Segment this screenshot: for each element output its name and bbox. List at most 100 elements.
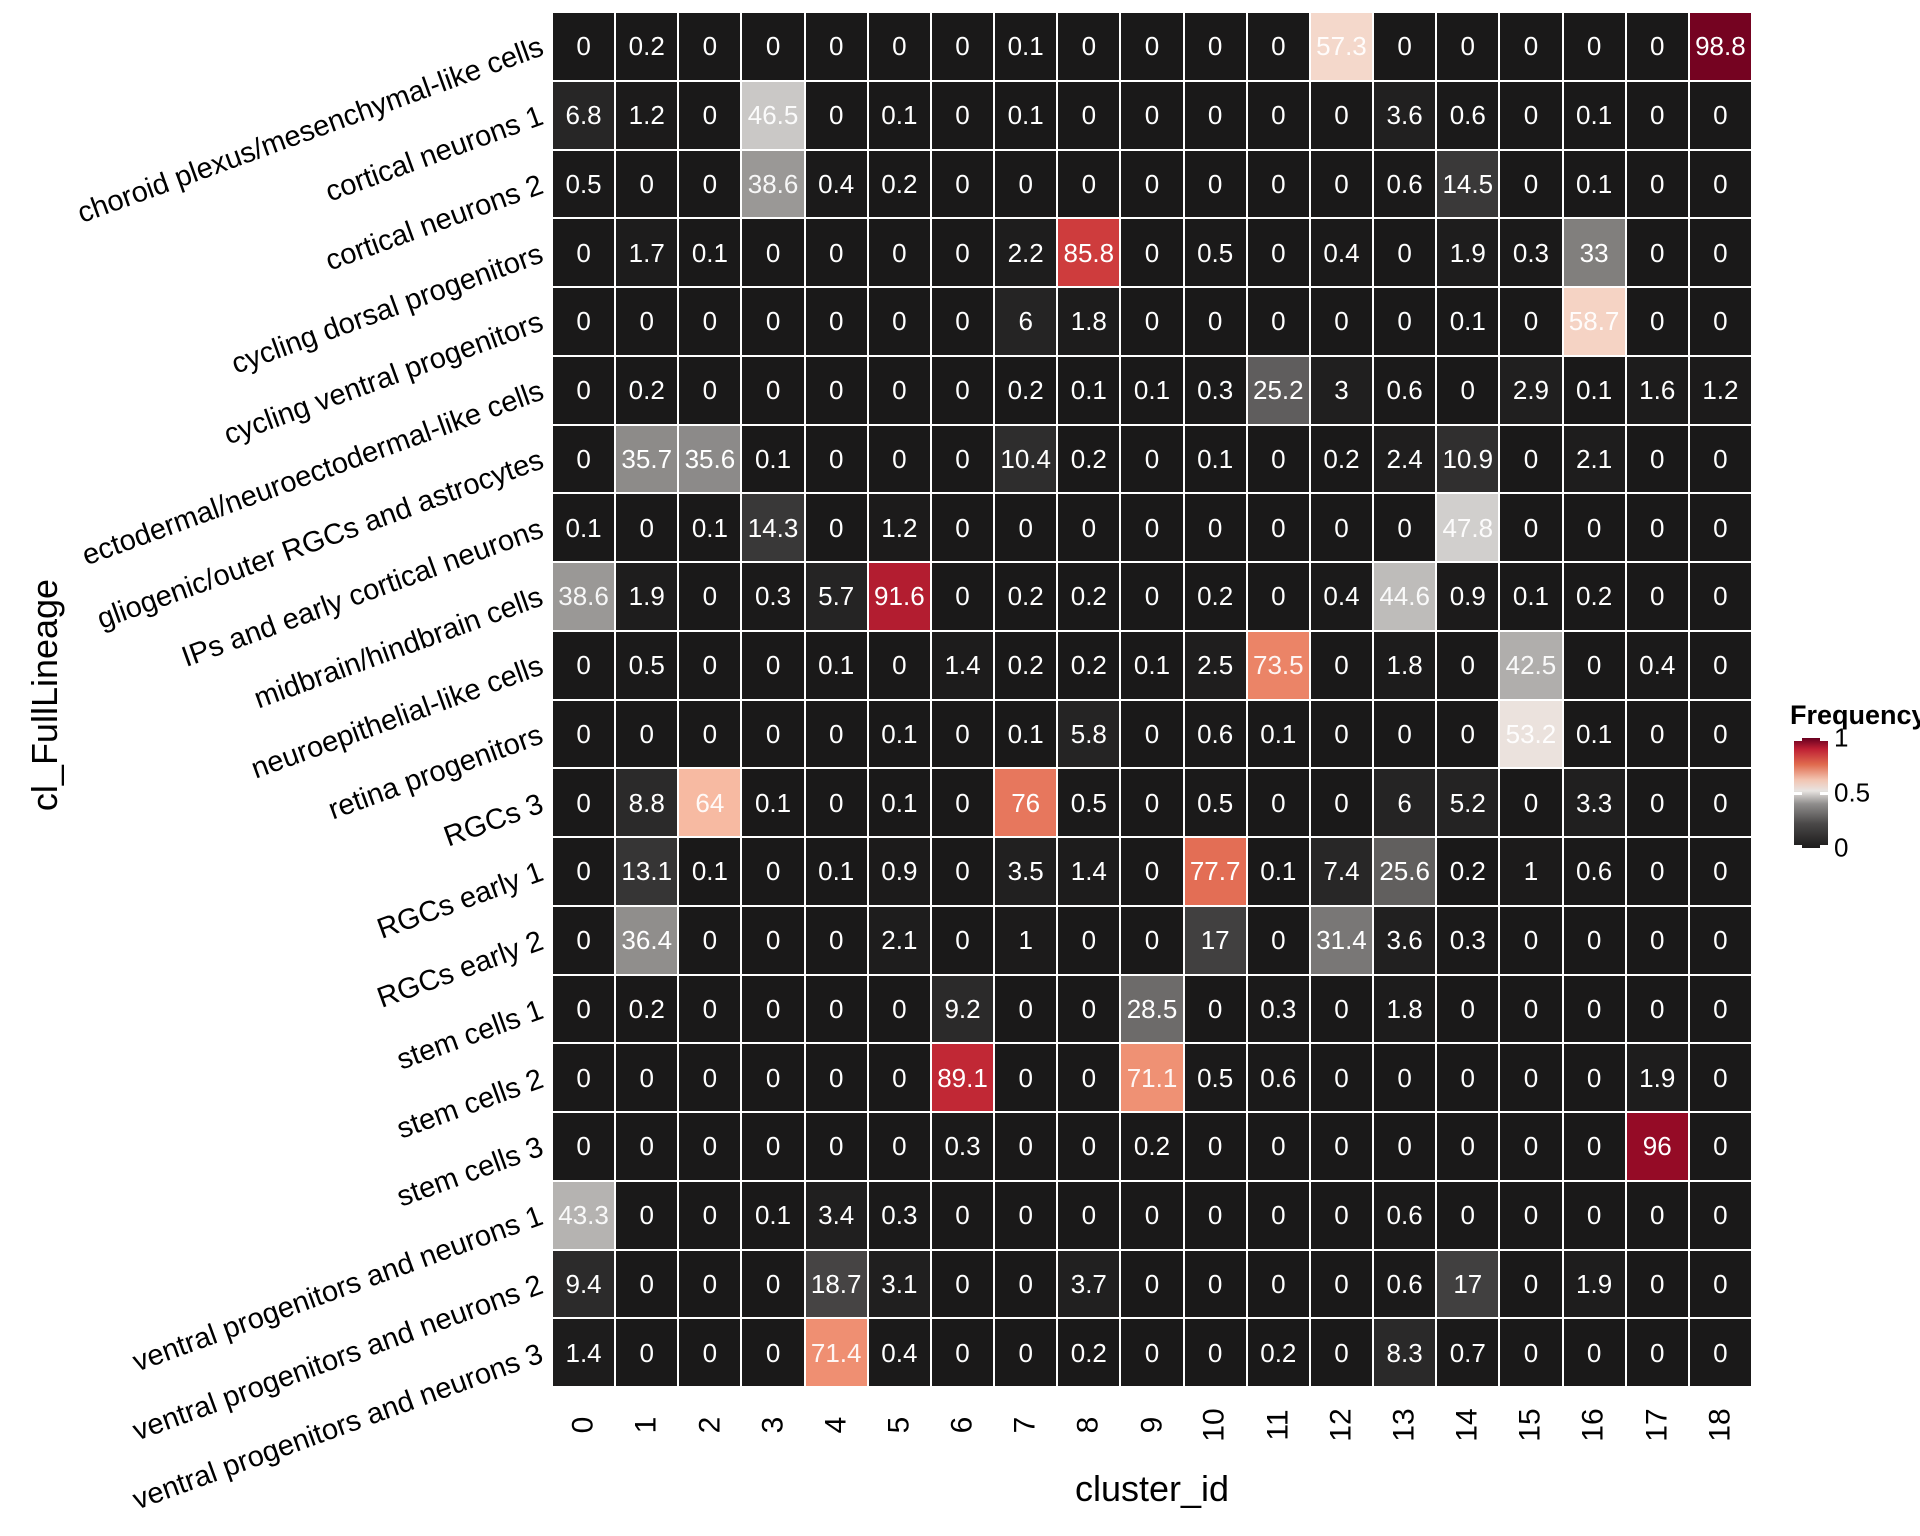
heatmap-cell: 0 xyxy=(1183,493,1247,562)
heatmap-cell: 0.1 xyxy=(678,218,742,287)
heatmap-cell: 0 xyxy=(1688,149,1752,219)
heatmap-cell: 0 xyxy=(678,149,742,219)
heatmap-cell: 44.6 xyxy=(1373,562,1437,631)
heatmap-cell: 0 xyxy=(678,1318,742,1387)
heatmap-cell: 0 xyxy=(1499,1180,1563,1250)
heatmap-cell: 0 xyxy=(1373,1043,1437,1112)
x-tick-label: 13 xyxy=(1387,1408,1421,1442)
legend-colorbar-ticks xyxy=(1794,738,1828,848)
heatmap-cell: 0 xyxy=(1373,493,1437,562)
heatmap-cell: 1.7 xyxy=(615,218,679,287)
heatmap-cell: 9.4 xyxy=(552,1249,616,1319)
heatmap-cell: 0 xyxy=(552,974,616,1044)
heatmap-cell: 0.3 xyxy=(867,1180,931,1250)
heatmap-cell: 25.6 xyxy=(1373,837,1437,906)
heatmap-cell: 0 xyxy=(804,424,868,494)
heatmap-cell: 73.5 xyxy=(1246,630,1310,700)
heatmap-cell: 0 xyxy=(552,424,616,494)
heatmap-cell: 0 xyxy=(1625,837,1689,906)
heatmap-cell: 0 xyxy=(1309,149,1374,219)
heatmap-cell: 0.4 xyxy=(804,149,868,219)
heatmap-cell: 0 xyxy=(1436,12,1500,81)
heatmap-cell: 6 xyxy=(1373,768,1437,837)
heatmap-cell: 0 xyxy=(1373,12,1437,81)
heatmap-cell: 0.2 xyxy=(1183,562,1247,631)
heatmap-cell: 0 xyxy=(1373,287,1437,356)
heatmap-cell: 0 xyxy=(994,149,1058,219)
heatmap-cell: 0 xyxy=(678,562,742,631)
heatmap-cell: 0 xyxy=(994,1112,1058,1181)
heatmap-cell: 0 xyxy=(930,80,995,150)
heatmap-cell: 0 xyxy=(741,1112,805,1181)
heatmap-cell: 13.1 xyxy=(615,837,679,906)
heatmap-cell: 0 xyxy=(1436,974,1500,1044)
legend-tick-mark xyxy=(1794,845,1802,848)
heatmap-cell: 0 xyxy=(1688,1249,1752,1319)
heatmap-cell: 0 xyxy=(1688,974,1752,1044)
heatmap-cell: 0 xyxy=(1373,1112,1437,1181)
heatmap-cell: 0 xyxy=(804,1112,868,1181)
heatmap-cell: 0 xyxy=(1120,80,1184,150)
heatmap-cell: 0.2 xyxy=(1057,424,1121,494)
heatmap-cell: 1.4 xyxy=(1057,837,1121,906)
heatmap-cell: 0.2 xyxy=(1246,1318,1310,1387)
heatmap-cell: 0 xyxy=(930,699,995,769)
heatmap-cell: 0 xyxy=(1625,974,1689,1044)
heatmap-cell: 0 xyxy=(1246,149,1310,219)
heatmap-cell: 0 xyxy=(552,287,616,356)
heatmap-cell: 0.9 xyxy=(867,837,931,906)
heatmap-cell: 0 xyxy=(1499,1112,1563,1181)
heatmap-cell: 0 xyxy=(930,1249,995,1319)
heatmap-cell: 0 xyxy=(552,1112,616,1181)
heatmap-cell: 0.3 xyxy=(1436,905,1500,975)
heatmap-cell: 0.9 xyxy=(1436,562,1500,631)
heatmap-cell: 0 xyxy=(1309,80,1374,150)
heatmap-cell: 10.4 xyxy=(994,424,1058,494)
heatmap-cell: 0 xyxy=(1309,630,1374,700)
heatmap-cell: 1.6 xyxy=(1625,355,1689,425)
heatmap-cell: 6.8 xyxy=(552,80,616,150)
heatmap-cell: 53.2 xyxy=(1499,699,1563,769)
heatmap-cell: 0 xyxy=(678,699,742,769)
heatmap-cell: 0.4 xyxy=(1625,630,1689,700)
heatmap-cell: 0 xyxy=(1499,80,1563,150)
heatmap-cell: 0 xyxy=(1499,424,1563,494)
heatmap-cell: 0.2 xyxy=(867,149,931,219)
heatmap-cell: 0.6 xyxy=(1436,80,1500,150)
heatmap-cell: 8.3 xyxy=(1373,1318,1437,1387)
heatmap-cell: 0 xyxy=(615,493,679,562)
heatmap-cell: 0 xyxy=(741,287,805,356)
heatmap-cell: 0 xyxy=(1246,493,1310,562)
row-label: stem cells 2 xyxy=(392,1062,548,1146)
heatmap-cell: 0 xyxy=(1057,80,1121,150)
row-label: stem cells 3 xyxy=(392,1131,548,1214)
heatmap-cell: 0.6 xyxy=(1373,1249,1437,1319)
heatmap-cell: 31.4 xyxy=(1309,905,1374,975)
legend-tick-mark xyxy=(1820,792,1828,795)
heatmap-cell: 64 xyxy=(678,768,742,837)
heatmap-cell: 0 xyxy=(1499,493,1563,562)
row-label: stem cells 1 xyxy=(392,993,548,1077)
heatmap-cell: 2.1 xyxy=(1562,424,1626,494)
heatmap-cell: 0.1 xyxy=(1499,562,1563,631)
heatmap-cell: 0 xyxy=(1183,1318,1247,1387)
heatmap-cell: 0.2 xyxy=(1057,1318,1121,1387)
heatmap-cell: 0 xyxy=(1120,424,1184,494)
heatmap-cell: 0.4 xyxy=(867,1318,931,1387)
heatmap-cell: 1.2 xyxy=(615,80,679,150)
heatmap-cell: 0 xyxy=(1057,974,1121,1044)
heatmap-cell: 0.6 xyxy=(1373,355,1437,425)
heatmap-cell: 0 xyxy=(994,974,1058,1044)
heatmap-cell: 0.1 xyxy=(741,768,805,837)
heatmap-cell: 0 xyxy=(1688,1318,1752,1387)
heatmap-cell: 0 xyxy=(615,149,679,219)
heatmap-cell: 96 xyxy=(1625,1112,1689,1181)
heatmap-cell: 0 xyxy=(930,287,995,356)
heatmap-cell: 3.7 xyxy=(1057,1249,1121,1319)
heatmap-cell: 0 xyxy=(804,287,868,356)
heatmap-cell: 71.1 xyxy=(1120,1043,1184,1112)
x-tick-label: 17 xyxy=(1640,1408,1674,1442)
heatmap-cell: 0 xyxy=(1183,1180,1247,1250)
heatmap-cell: 0 xyxy=(1246,424,1310,494)
legend-tick-mark xyxy=(1820,845,1828,848)
